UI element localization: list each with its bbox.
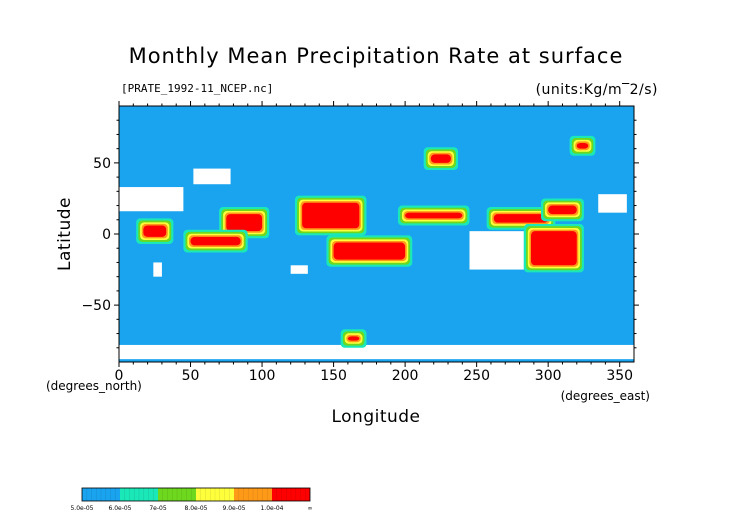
- units-label: (units:Kg/m‾2/s): [535, 82, 658, 98]
- x-axis-label: Longitude: [331, 407, 420, 427]
- colorbar-frame: [81, 487, 311, 502]
- colorbar-swatch: [196, 488, 234, 501]
- y-axis-unit: (degrees_north): [46, 379, 142, 393]
- colorbar-label: 5.0e-05: [70, 505, 93, 512]
- missing-region: [119, 344, 634, 360]
- y-tick-label: 50: [93, 156, 111, 172]
- precip-cell: [347, 336, 360, 341]
- precip-cell: [531, 231, 577, 266]
- chart-title: Monthly Mean Precipitation Rate at surfa…: [128, 44, 624, 68]
- colorbar-label: 8.0e-05: [184, 505, 207, 512]
- x-axis-unit: (degrees_east): [561, 389, 650, 403]
- colorbar: 5.0e-05 6.0e-05 7e-05 8.0e-05 9.0e-05 1.0e-04…: [70, 487, 313, 512]
- colorbar-swatch: [272, 488, 310, 501]
- colorbar-swatch: [120, 488, 158, 501]
- missing-region: [598, 194, 627, 213]
- x-tick-label: 0: [115, 368, 124, 384]
- y-tick-label: 0: [102, 227, 111, 243]
- precip-cell: [493, 214, 549, 223]
- precip-cell: [226, 214, 263, 232]
- missing-region: [469, 231, 524, 270]
- dataset-filename: [PRATE_1992-11_NCEP.nc]: [121, 82, 274, 95]
- colorbar-label: 1.0e-04: [260, 505, 283, 512]
- precip-cell: [576, 142, 589, 149]
- precip-cell: [430, 154, 451, 163]
- precip-cell: [190, 236, 241, 246]
- x-tick-label: 100: [249, 368, 276, 384]
- plot-area: [118, 105, 635, 363]
- missing-region: [153, 262, 162, 277]
- x-tick-label: 350: [606, 368, 633, 384]
- y-axis-label: Latitude: [55, 197, 75, 271]
- precip-cell: [302, 202, 360, 229]
- colorbar-swatch: [234, 488, 272, 501]
- x-tick-label: 150: [320, 368, 347, 384]
- precip-cell: [405, 212, 463, 219]
- colorbar-swatch: [158, 488, 196, 501]
- x-tick-label: 50: [182, 368, 200, 384]
- colorbar-swatch: [82, 488, 120, 501]
- y-tick-label: −50: [81, 298, 111, 314]
- precip-cell: [333, 242, 406, 260]
- colorbar-label: ∞: [308, 505, 313, 512]
- missing-region: [119, 187, 184, 212]
- y-axis-ticks: 50 0 −50: [81, 119, 639, 349]
- x-tick-label: 200: [392, 368, 419, 384]
- precip-cell: [143, 225, 167, 237]
- colorbar-label: 9.0e-05: [222, 505, 245, 512]
- missing-region: [193, 168, 231, 185]
- x-tick-label: 250: [463, 368, 490, 384]
- precip-cell: [548, 205, 577, 215]
- x-tick-label: 300: [535, 368, 562, 384]
- x-axis-ticks: 0 50 100 150 200 250 300 350: [115, 101, 633, 384]
- missing-region: [290, 265, 308, 274]
- colorbar-label: 7e-05: [149, 505, 166, 512]
- colorbar-label: 6.0e-05: [108, 505, 131, 512]
